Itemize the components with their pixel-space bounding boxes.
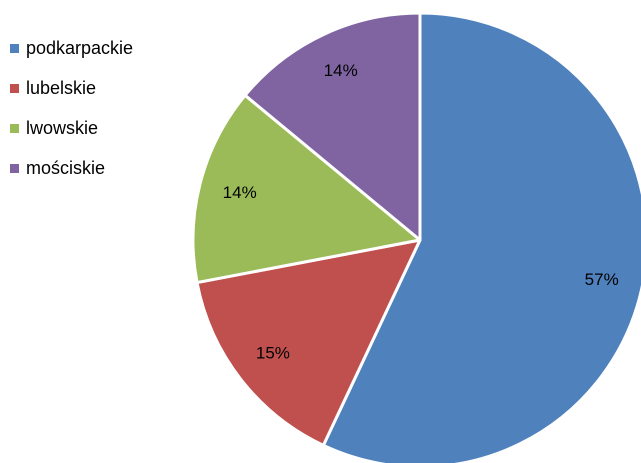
legend: podkarpackie lubelskie lwowskie mościskie [10,28,133,188]
data-label-2: 14% [223,183,257,202]
legend-label: lwowskie [26,117,99,138]
legend-label: mościskie [26,157,106,178]
legend-item-2: lwowskie [10,108,133,148]
pie-slice-mościskie [243,11,422,242]
legend-swatch [10,43,19,53]
legend-swatch [10,163,19,173]
legend-swatch [10,123,19,133]
pie-slice-lubelskie [195,238,422,447]
legend-item-1: lubelskie [10,68,133,108]
pie-slice-podkarpackie [321,11,641,463]
legend-item-3: mościskie [10,148,133,188]
legend-label: lubelskie [26,77,97,98]
legend-label: podkarpackie [26,37,134,58]
data-label-1: 15% [256,344,290,363]
data-label-0: 57% [585,270,619,289]
legend-item-0: podkarpackie [10,28,133,68]
pie-slice-lwowskie [191,93,422,285]
legend-swatch [10,83,19,93]
data-label-3: 14% [324,61,358,80]
